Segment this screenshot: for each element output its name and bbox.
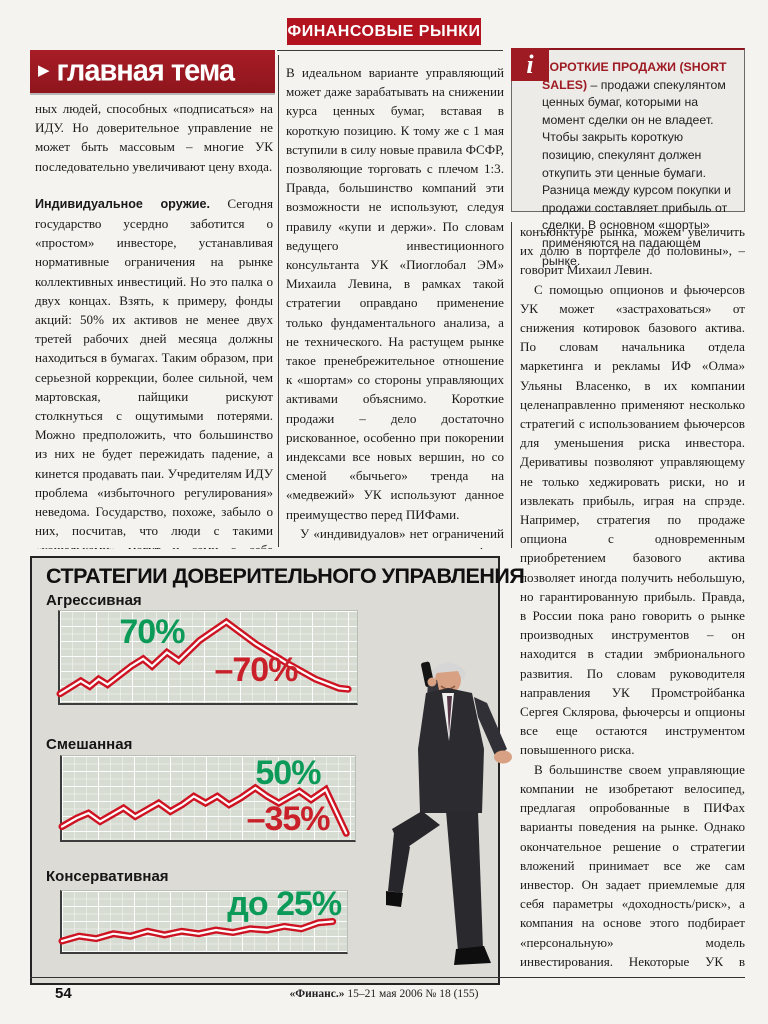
- line-chart: [62, 756, 355, 840]
- chart-annotation-green: 70%: [119, 612, 185, 651]
- businessman-illustration: [386, 661, 512, 965]
- businessman-photo: [386, 652, 526, 974]
- chart-label-conservative: Консервативная: [46, 868, 169, 885]
- chart-mixed: 50% –35%: [60, 754, 356, 842]
- line-chart: [60, 611, 357, 703]
- column-right: конъюнктуре рынка, можем увеличить их до…: [520, 222, 745, 972]
- paragraph: Индивидуальное оружие. Сегодня государст…: [35, 194, 273, 549]
- paragraph: В большинстве своем управляющие компании…: [520, 761, 745, 969]
- section-header: ФИНАНСОВЫЕ РЫНКИ: [287, 18, 481, 45]
- definition-text: – продажи спекулянтом ценных бумаг, кото…: [542, 77, 731, 268]
- theme-banner: ▶ главная тема: [30, 50, 275, 93]
- column-divider: [511, 222, 512, 548]
- chart-conservative: до 25%: [60, 885, 348, 954]
- chart-title: СТРАТЕГИИ ДОВЕРИТЕЛЬНОГО УПРАВЛЕНИЯ: [46, 564, 525, 588]
- page-number: 54: [55, 985, 72, 1002]
- line-chart: [62, 891, 347, 952]
- run-in-heading: Индивидуальное оружие.: [35, 196, 211, 211]
- magazine-brand: «Финанс.»: [289, 988, 345, 1000]
- definition-term: КОРОТКИЕ ПРОДАЖИ (SHORT SALES): [542, 60, 727, 92]
- chart-annotation-green: 50%: [255, 754, 321, 793]
- arrow-right-icon: ▶: [38, 63, 50, 79]
- column-divider: [278, 55, 279, 547]
- chart-aggressive: 70% –70%: [58, 610, 358, 705]
- footer-rule: [30, 977, 745, 978]
- info-icon: i: [511, 48, 549, 81]
- issue-date: 15–21 мая 2006 № 18 (155): [344, 988, 479, 1000]
- issue-line: «Финанс.» 15–21 мая 2006 № 18 (155): [0, 988, 768, 1000]
- paragraph: С помощью опционов и фьючерсов УК может …: [520, 281, 745, 758]
- paragraph: В идеальном варианте управляющий может д…: [286, 65, 504, 522]
- chart-label-mixed: Смешанная: [46, 736, 133, 753]
- paragraph-text: Сегодня государство усердно заботится о …: [35, 195, 273, 549]
- chart-label-aggressive: Агрессивная: [46, 592, 142, 609]
- column-left: ных людей, способных «подписаться» на ИД…: [35, 99, 273, 549]
- theme-banner-label: главная тема: [56, 54, 236, 88]
- paragraph: У «индивидуалов» нет ограничений и на до…: [286, 525, 504, 549]
- chart-annotation-red: –70%: [214, 651, 298, 690]
- header-rule: [277, 50, 503, 51]
- paragraph: ных людей, способных «подписаться» на ИД…: [35, 101, 273, 174]
- chart-annotation-green: до 25%: [227, 884, 342, 923]
- column-middle: В идеальном варианте управляющий может д…: [286, 63, 504, 549]
- paragraph: конъюнктуре рынка, можем увеличить их до…: [520, 224, 745, 278]
- chart-annotation-red: –35%: [246, 799, 331, 838]
- definition-box: i КОРОТКИЕ ПРОДАЖИ (SHORT SALES) – прода…: [511, 48, 745, 268]
